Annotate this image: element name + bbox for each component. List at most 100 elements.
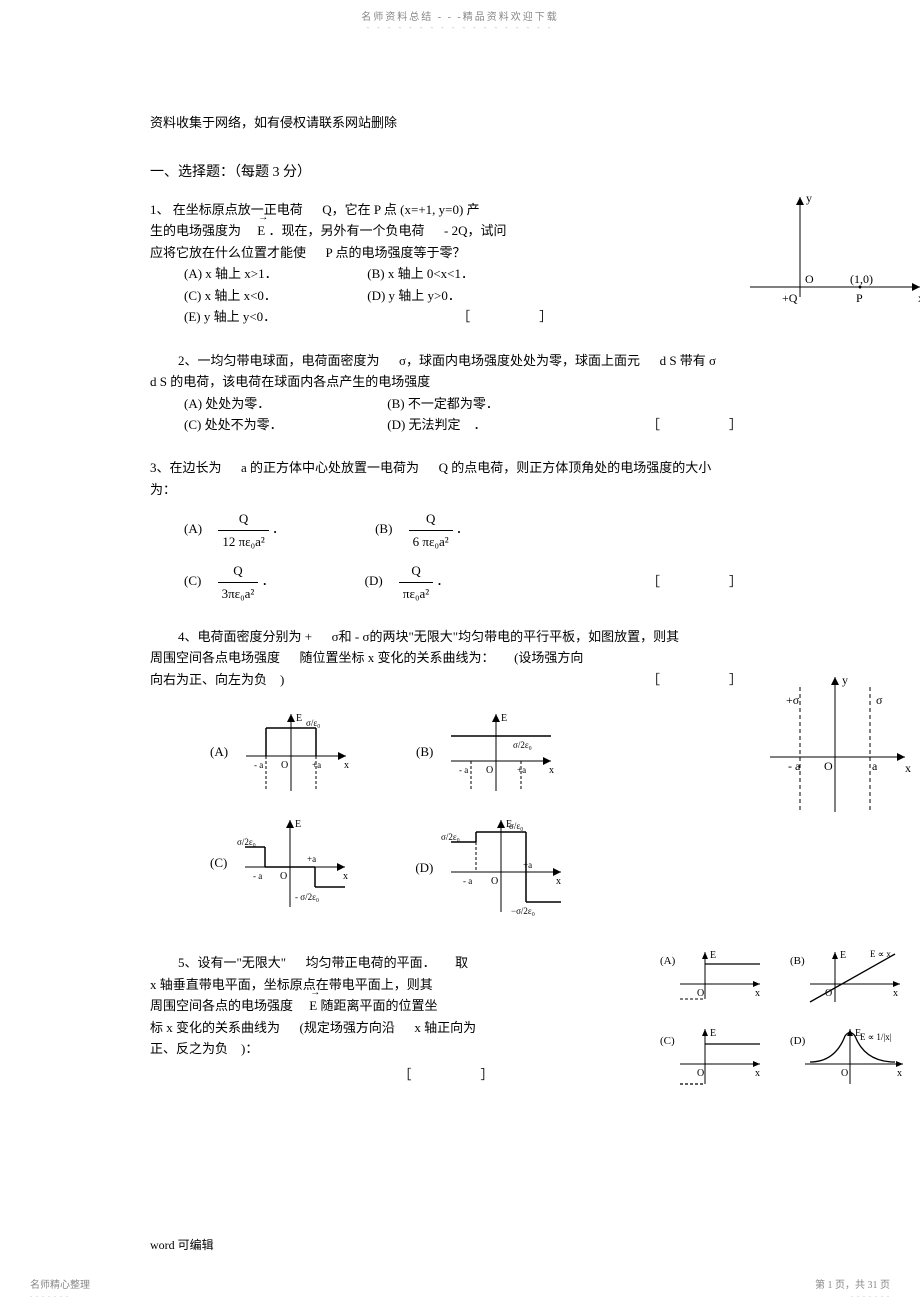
p5-l4b: (规定场强方向沿 [300,1020,395,1035]
p2-l1a: 2、一均匀带电球面，电荷面密度为 [178,353,380,368]
p4-graph-A: E σ/ε₀ x O - a +a [236,706,356,796]
svg-text:E: E [710,1028,716,1039]
p5-l3a: 周围空间各点的电场强度 [150,998,293,1013]
p1-optA: (A) x 轴上 x>1． [184,263,364,284]
p5-l3b: 随距离平面的位置坐 [320,998,437,1013]
svg-text:O: O [491,876,498,887]
p1-optB: (B) x 轴上 0<x<1． [367,263,474,284]
svg-text:+a: +a [523,860,532,870]
p1-optE: (E) y 轴上 y<0． [184,306,364,327]
p1-l3a: 应将它放在什么位置才能使 [150,245,306,260]
svg-text:- a: - a [459,765,468,775]
p2-l2: d S 的电荷，该电荷在球面内各点产生的电场强度 [150,371,770,392]
svg-text:O: O [486,765,493,776]
p2-optD: (D) 无法判定 ． [387,414,486,435]
p4-graph-D: E σ/2ε₀ σ/ε₀ −σ/2ε₀ x O - a +a [441,812,571,922]
header-dots: - - - - - - - - - - - - - - - - - - [0,23,920,32]
p1-l2b: ．现在，另外有一个负电荷 [268,223,424,238]
svg-text:O: O [697,1068,704,1079]
svg-text:- a: - a [254,760,263,770]
p4-l1b: σ和 - σ的两块"无限大"均匀带电的平行平板，如图放置，则其 [332,629,679,644]
p1-l1a: 1、 在坐标原点放一正电荷 [150,202,303,217]
p4-l2b: 随位置坐标 x 变化的关系曲线为： [300,650,495,665]
svg-text:x: x [344,760,349,771]
p1-l3b: P 点的电场强度等于零？ [326,245,466,260]
svg-text:x: x [755,988,760,999]
p3-labD: (D) [365,573,383,588]
p1-l1b: Q，它在 P 点 (x=+1, y=0) 产 [322,202,479,217]
p4-l2a: 周围空间各点电场强度 [150,650,280,665]
p1-l2c: - 2Q，试问 [444,223,506,238]
svg-text:O: O [281,760,288,771]
svg-text:+a: +a [307,854,316,864]
svg-text:O: O [280,871,287,882]
svg-text:−σ/2ε₀: −σ/2ε₀ [511,906,535,916]
footer-bl-dots: . . . . . . . [30,1290,69,1299]
svg-text:+σ: +σ [786,693,800,707]
p5-graphs: (A) E x O (B) E x O E ∝ x [655,944,915,1100]
p4-C-label: (C) [210,852,227,873]
svg-text:O: O [697,988,704,999]
p5-l4c: x 轴正向为 [414,1020,476,1035]
p1-l2a: 生的电场强度为 [150,223,241,238]
p4-l2c: (设场强方向 [514,650,583,665]
svg-text:(D): (D) [790,1035,806,1047]
p5-bracket: ［ ］ [398,1067,521,1082]
svg-text:+a: +a [312,760,321,770]
svg-text:- σ/2ε₀: - σ/2ε₀ [295,892,319,902]
p1-optC: (C) x 轴上 x<0． [184,285,364,306]
svg-text:x: x [755,1068,760,1079]
svg-text:- a: - a [253,871,262,881]
p3-labA: (A) [184,521,202,536]
p2-optA: (A) 处处为零． [184,393,384,414]
p3-bracket: ［ ］ [647,571,770,592]
svg-text:E: E [840,950,846,961]
p4-B-label: (B) [416,741,433,762]
svg-text:x: x [897,1068,902,1079]
p5-l1a: 5、设有一"无限大" [178,955,286,970]
p3-labC: (C) [184,573,201,588]
p5-l1b: 均匀带正电荷的平面． [306,955,436,970]
footer-br-dots: . . . . . . . [851,1290,890,1299]
svg-text:σ/2ε₀: σ/2ε₀ [513,740,532,750]
svg-text:y: y [842,673,848,687]
svg-text:E ∝ 1/|x|: E ∝ 1/|x| [860,1032,892,1042]
svg-text:E ∝ x: E ∝ x [870,949,891,959]
svg-text:E: E [295,819,301,830]
svg-text:+Q: +Q [782,291,798,305]
p2-l1b: σ，球面内电场强度处处为零，球面上面元 [399,353,640,368]
p2-bracket: ［ ］ [647,414,770,435]
svg-text:x: x [893,988,898,999]
p1-optD: (D) y 轴上 y>0． [367,285,461,306]
svg-text:(C): (C) [660,1035,675,1047]
svg-text:σ/2ε₀: σ/2ε₀ [441,832,460,842]
p5-l4a: 标 x 变化的关系曲线为 [150,1020,280,1035]
p2-optB: (B) 不一定都为零． [387,393,499,414]
svg-text:x: x [549,765,554,776]
p1-figure: y x O +Q P (1,0) [730,187,920,317]
svg-text:+a: +a [517,765,526,775]
svg-text:E: E [296,713,302,724]
svg-text:y: y [806,191,812,205]
svg-text:O: O [825,988,832,999]
svg-text:(A): (A) [660,955,676,967]
svg-text:- a: - a [463,876,472,886]
problem-2: 2、一均匀带电球面，电荷面密度为 σ，球面内电场强度处处为零，球面上面元 d S… [150,350,770,436]
p4-graph-B: E σ/2ε₀ x O - a +a [441,706,561,796]
footer-word: word 可编辑 [150,1236,214,1253]
p4-right-figure: y x O +σ σ - a a [750,662,920,822]
svg-text:O: O [805,272,814,286]
problem-4: 4、电荷面密度分别为 + σ和 - σ的两块"无限大"均匀带电的平行平板，如图放… [150,626,770,922]
p2-l1c: d S 带有 σ [660,353,717,368]
p4-D-label: (D) [415,857,433,878]
p3-labB: (B) [375,521,392,536]
svg-text:x: x [905,761,911,775]
p3-l1b: a 的正方体中心处放置一电荷为 [241,460,419,475]
p3-fracA: Q 12 πε₀a² [218,508,268,552]
p4-l1a: 4、电荷面密度分别为 + [178,629,312,644]
p5-l1c: 取 [455,955,468,970]
p3-fracC: Q 3πε₀a² [218,560,259,604]
p3-l2: 为： [150,479,770,500]
page-content: 资料收集于网络，如有侵权请联系网站删除 一、选择题：（每题 3 分） 1、 在坐… [0,32,920,1137]
p2-optC: (C) 处处不为零． [184,414,384,435]
